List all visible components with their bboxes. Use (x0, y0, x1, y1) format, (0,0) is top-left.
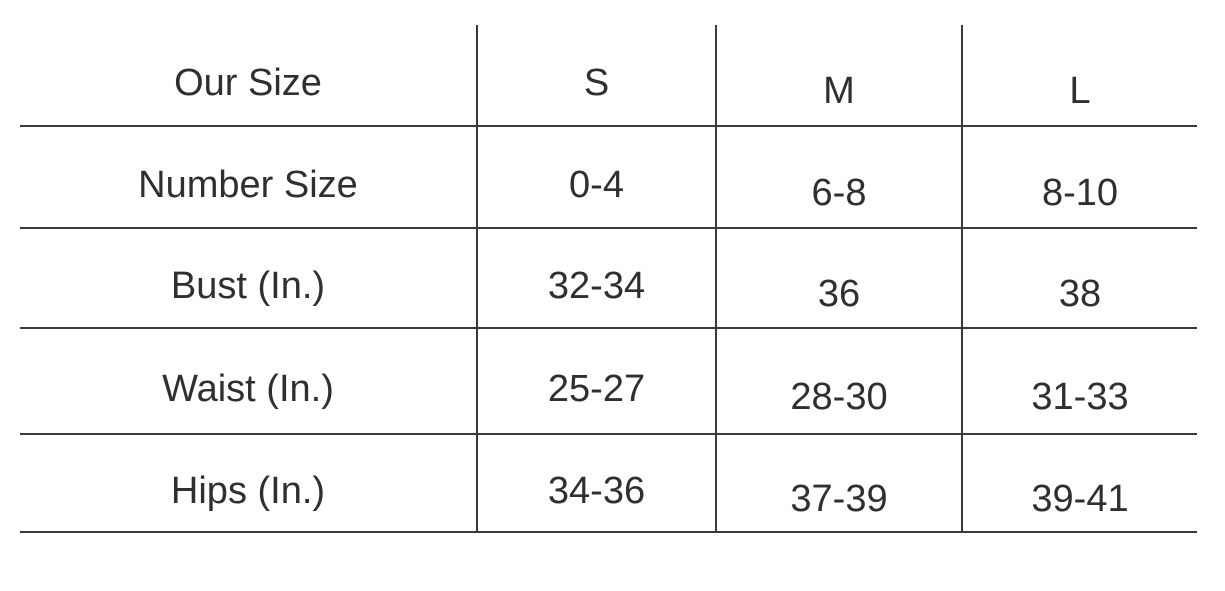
column-header-s: S (476, 25, 716, 127)
cell-value-s: 25-27 (476, 328, 716, 435)
row-label: Bust (In.) (170, 264, 326, 307)
column-header-label: L (1069, 69, 1091, 112)
cell-value: 8-10 (1041, 171, 1119, 214)
size-chart-table: Our Size S M L Number Size 0-4 6-8 8-10 … (20, 25, 1197, 533)
table-row-hips: Hips (In.) 34-36 37-39 39-41 (20, 434, 1197, 533)
cell-value: 28-30 (790, 375, 888, 418)
column-header-label: M (823, 69, 855, 112)
cell-value: 25-27 (547, 367, 646, 410)
row-label-cell: Bust (In.) (20, 228, 477, 329)
cell-value: 39-41 (1031, 477, 1129, 520)
cell-value-l: 39-41 (961, 434, 1197, 533)
column-header-m: M (715, 25, 962, 127)
column-header-label: Our Size (174, 61, 322, 104)
cell-value-m: 28-30 (715, 328, 962, 435)
cell-value-s: 0-4 (476, 126, 716, 229)
cell-value: 34-36 (547, 469, 646, 512)
cell-value: 6-8 (811, 171, 867, 214)
header-row: Our Size S M L (20, 25, 1197, 127)
cell-value: 38 (1058, 272, 1102, 315)
cell-value: 36 (817, 272, 861, 315)
row-label: Waist (In.) (162, 367, 334, 410)
table-row-bust: Bust (In.) 32-34 36 38 (20, 228, 1197, 329)
cell-value-l: 38 (961, 228, 1197, 329)
cell-value-m: 37-39 (715, 434, 962, 533)
row-label: Hips (In.) (170, 469, 326, 512)
row-label: Number Size (138, 163, 358, 206)
row-label-cell: Number Size (20, 126, 477, 229)
column-header-label: S (583, 61, 610, 104)
cell-value-l: 31-33 (961, 328, 1197, 435)
column-header-l: L (961, 25, 1197, 127)
cell-value-l: 8-10 (961, 126, 1197, 229)
cell-value-m: 6-8 (715, 126, 962, 229)
cell-value: 0-4 (569, 163, 624, 206)
cell-value: 37-39 (790, 477, 888, 520)
table-row-number-size: Number Size 0-4 6-8 8-10 (20, 126, 1197, 229)
cell-value-m: 36 (715, 228, 962, 329)
cell-value-s: 32-34 (476, 228, 716, 329)
row-label-cell: Hips (In.) (20, 434, 477, 533)
cell-value-s: 34-36 (476, 434, 716, 533)
cell-value: 32-34 (547, 264, 646, 307)
row-label-cell: Waist (In.) (20, 328, 477, 435)
table-row-waist: Waist (In.) 25-27 28-30 31-33 (20, 328, 1197, 435)
cell-value: 31-33 (1031, 375, 1129, 418)
column-header-our-size: Our Size (20, 25, 477, 127)
